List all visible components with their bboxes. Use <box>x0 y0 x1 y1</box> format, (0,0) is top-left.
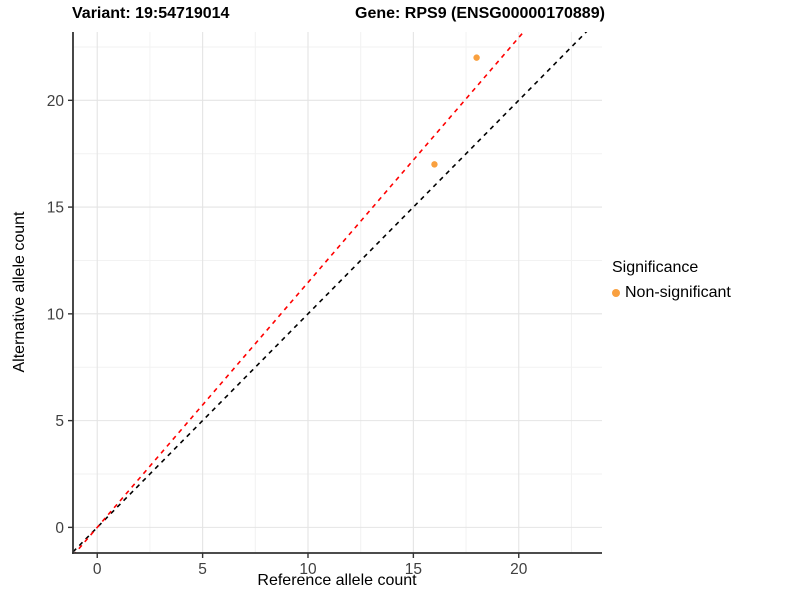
y-tick-label: 15 <box>47 200 64 217</box>
allelic-ratio-line <box>74 32 525 553</box>
y-axis-title: Alternative allele count <box>11 211 28 373</box>
x-tick-label: 20 <box>510 561 528 578</box>
x-tick-label: 0 <box>93 561 102 578</box>
plot-title-gene: Gene: RPS9 (ENSG00000170889) <box>355 5 605 22</box>
legend: Significance Non-significant <box>612 259 731 302</box>
legend-item-label: Non-significant <box>625 284 731 301</box>
data-point <box>431 161 438 168</box>
abline-group <box>73 32 588 553</box>
legend-item-non-significant: Non-significant <box>612 284 731 302</box>
legend-title: Significance <box>612 259 699 276</box>
x-tick-label: 15 <box>405 561 422 578</box>
y-tick-label: 20 <box>47 93 65 110</box>
y-tick-label: 0 <box>55 520 64 537</box>
x-tick-label: 10 <box>299 561 317 578</box>
plot-title-variant: Variant: 19:54719014 <box>72 5 230 22</box>
y-tick-label: 5 <box>55 413 64 430</box>
y-tick-label: 10 <box>47 306 65 323</box>
x-tick-label: 5 <box>198 561 207 578</box>
data-point <box>473 54 480 61</box>
x-axis-title: Reference allele count <box>257 572 417 589</box>
identity-line <box>73 32 588 553</box>
legend-point-icon <box>612 289 620 297</box>
